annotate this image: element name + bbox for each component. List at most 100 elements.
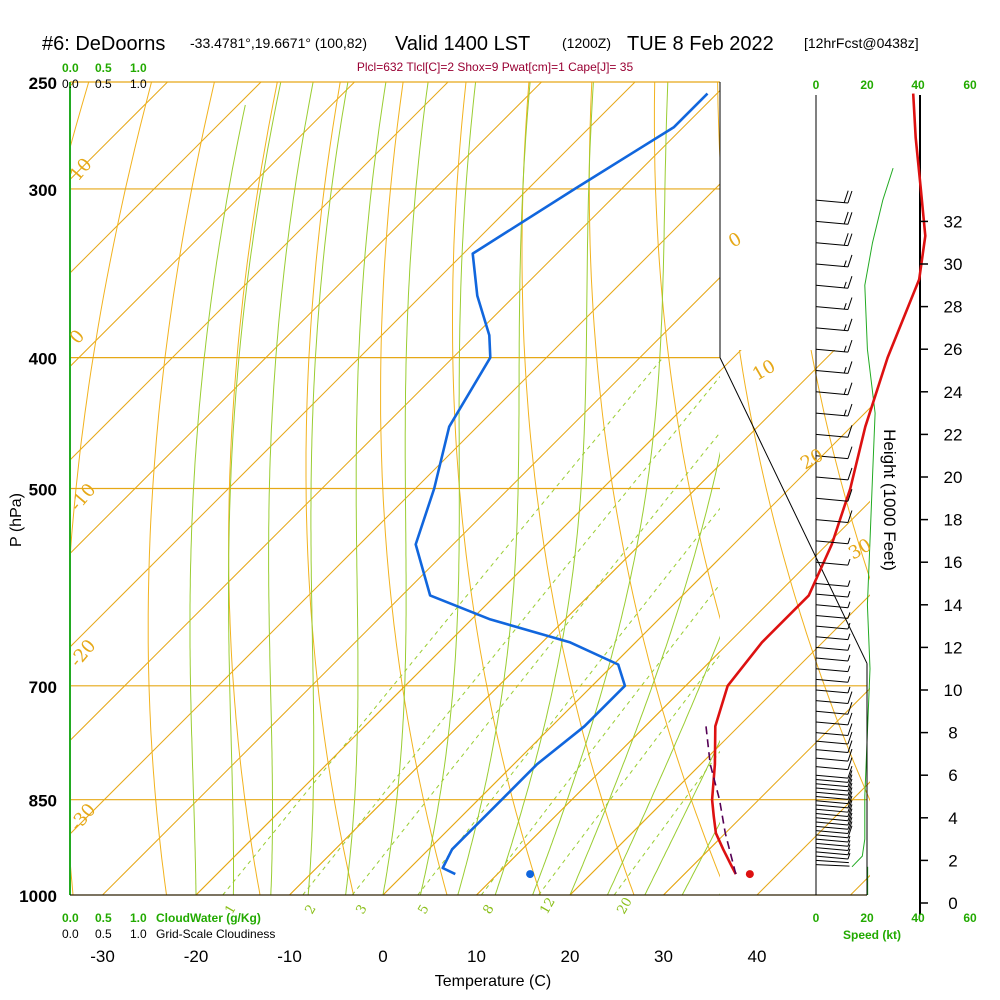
wind-barb-shaft xyxy=(815,851,848,856)
moist-adiabat-line xyxy=(494,82,594,895)
dewpoint-surface-marker xyxy=(526,870,535,879)
wind-barb-shaft xyxy=(815,657,848,662)
wind-barb-shaft xyxy=(815,721,848,726)
wind-barb-flag xyxy=(847,233,853,246)
moist-adiabat-line xyxy=(532,82,669,895)
mixing-ratio-label: 3 xyxy=(353,902,370,917)
wind-barb-shaft xyxy=(815,242,848,247)
speed-bottom-tick-2: 40 xyxy=(911,911,925,925)
isotherm-line xyxy=(569,594,870,895)
mixing-ratio-line xyxy=(222,357,664,895)
wind-barb-shaft xyxy=(815,220,848,225)
wind-barb-shaft xyxy=(815,740,848,745)
wind-barb-half-flag xyxy=(843,324,847,331)
height-tick-label: 12 xyxy=(944,638,963,657)
wind-barb-shaft xyxy=(815,710,848,715)
wind-barb-flag xyxy=(847,425,853,438)
speed-bottom-tick-0: 0 xyxy=(813,911,820,925)
wind-barb-half-flag xyxy=(843,260,847,267)
height-axis-label: Height (1000 Feet) xyxy=(880,429,899,571)
cloudiness-top-tick-2: 1.0 xyxy=(130,77,147,91)
mixing-ratio-label: 12 xyxy=(537,895,558,917)
wind-barb-flag xyxy=(847,467,853,481)
mixing-ratio-label: 5 xyxy=(415,902,432,917)
wind-barb-shaft xyxy=(815,864,850,867)
frame-diagonal xyxy=(719,357,868,664)
wind-barb-flag xyxy=(847,361,853,374)
wind-barb-flag xyxy=(847,339,853,353)
wind-barb-shaft xyxy=(815,830,848,834)
pressure-tick-label: 500 xyxy=(29,481,57,500)
wind-barb-flag xyxy=(847,276,853,289)
pressure-axis-ticks: 1000 850 700 500 400 300 250 xyxy=(19,74,57,906)
wind-barb-flag xyxy=(847,190,853,204)
wind-barb-flag xyxy=(847,795,853,809)
wind-barb-shaft xyxy=(815,689,848,694)
wind-barb-flag xyxy=(847,712,853,726)
wind-barb-flag xyxy=(847,782,853,796)
wind-barb-shaft xyxy=(815,199,848,204)
speed-top-tick-1: 20 xyxy=(860,78,874,92)
isotherm-line xyxy=(289,350,836,895)
wind-barb-half-flag xyxy=(847,601,851,608)
wind-barb-shaft xyxy=(815,593,848,598)
wind-barb-half-flag xyxy=(843,303,847,310)
wind-barb-flag xyxy=(843,190,849,203)
moist-adiabat-line xyxy=(228,82,282,895)
moist-adiabat-line xyxy=(419,82,477,895)
valid-time: Valid 1400 LST xyxy=(395,33,530,55)
wind-barb-half-flag xyxy=(847,590,851,598)
lower-grid-clip xyxy=(195,350,870,895)
wind-barb-shaft xyxy=(815,561,848,566)
forecast-label: [12hrFcst@0438z] xyxy=(804,35,919,51)
cloudiness-bottom-tick-1: 0.5 xyxy=(95,927,112,941)
wind-barb-flag xyxy=(847,297,853,310)
wind-barb-shaft xyxy=(815,583,848,587)
wind-barb-half-flag xyxy=(847,558,851,566)
mixing-ratio-label: 8 xyxy=(480,902,497,917)
wind-barb-flag xyxy=(847,731,853,745)
wind-barb-half-flag xyxy=(847,644,851,651)
wind-barb-shaft xyxy=(815,821,848,826)
cloudwater-label: CloudWater (g/Kg) xyxy=(156,911,261,925)
temperature-surface-marker xyxy=(745,870,754,879)
wind-barb-shaft xyxy=(815,348,848,353)
wind-barb-shaft xyxy=(815,497,848,502)
cloudwater-top-tick-0: 0.0 xyxy=(62,61,79,75)
x-tick-label: -10 xyxy=(277,947,302,966)
dry-adiabat-line xyxy=(521,82,635,895)
moist-adiabat-line xyxy=(569,451,720,895)
wind-barb-flag xyxy=(847,787,853,800)
wind-barb-half-flag xyxy=(847,840,851,847)
wind-barb-flag xyxy=(847,702,853,715)
isotherm-line xyxy=(70,82,262,274)
wind-barb-shaft xyxy=(815,825,848,830)
wind-barb-flag xyxy=(847,800,853,813)
wind-barb-flag xyxy=(847,510,853,523)
wind-barb-half-flag xyxy=(847,580,851,587)
wind-barb-flag xyxy=(847,825,853,838)
wind-barb-shaft xyxy=(815,614,848,619)
wind-barb-flag xyxy=(847,812,853,826)
x-axis-label: Temperature (C) xyxy=(435,973,551,990)
height-tick-label: 8 xyxy=(948,724,957,743)
pressure-tick-label: 850 xyxy=(29,792,57,811)
isotherm-label: 10 xyxy=(749,356,779,386)
wind-barb-flag xyxy=(847,808,853,821)
height-tick-label: 22 xyxy=(944,425,963,444)
wind-barb-half-flag xyxy=(847,676,851,683)
wind-barb-shaft xyxy=(815,412,848,417)
dry-adiabat-line xyxy=(653,82,720,620)
wind-barb-half-flag xyxy=(847,665,851,672)
height-tick-label: 16 xyxy=(944,553,963,572)
moist-adiabat-line xyxy=(606,635,720,895)
wind-barb-shaft xyxy=(815,813,848,817)
cloudiness-top-tick-0: 0.0 xyxy=(62,77,79,91)
wind-barb-shaft xyxy=(815,800,848,805)
speed-axis-label: Speed (kt) xyxy=(843,928,901,942)
pressure-tick-label: 1000 xyxy=(19,887,57,906)
wind-barbs xyxy=(815,190,853,867)
thermo-grid xyxy=(70,81,870,896)
wind-barb-half-flag xyxy=(843,345,847,352)
